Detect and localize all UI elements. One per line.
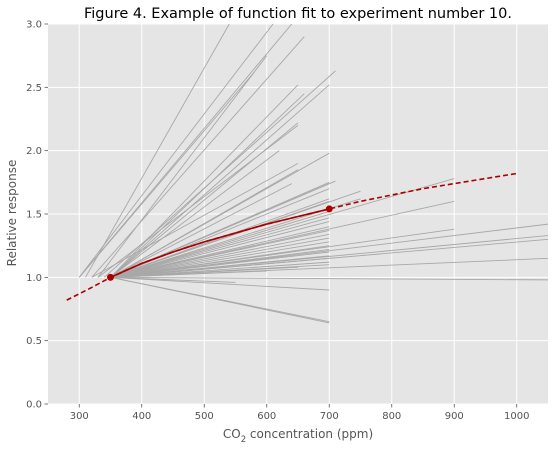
experiment-line [110, 228, 455, 278]
experiment-lines [78, 24, 548, 324]
experiment-line [110, 223, 548, 278]
experiment-line [110, 226, 330, 278]
experiment-line [110, 230, 330, 278]
experiment-line [78, 24, 274, 278]
experiment-line [110, 183, 292, 278]
experiment-line [110, 84, 299, 278]
experiment-line [110, 276, 236, 283]
x-axis-ticks: 300 400 500 600 700 800 900 1000 [70, 404, 529, 422]
experiment-line [110, 233, 330, 278]
experiment-line [110, 93, 305, 278]
experiment-line [78, 24, 293, 278]
experiment-line [110, 178, 455, 278]
experiment-line [91, 162, 299, 278]
x-tick-label: 700 [320, 411, 339, 422]
y-tick-label: 1.5 [26, 210, 42, 221]
x-axis-label: CO2 concentration (ppm) [223, 427, 373, 445]
experiment-line [97, 55, 268, 278]
experiment-line [110, 270, 267, 278]
y-tick-label: 0.5 [26, 336, 42, 347]
experiment-line [110, 237, 330, 278]
experiment-line [110, 276, 330, 291]
grid [48, 23, 548, 405]
experiment-line [91, 36, 305, 278]
chart-title: Figure 4. Example of function fit to exp… [84, 6, 512, 22]
fit-curve [66, 172, 517, 301]
fit-point [107, 273, 114, 281]
x-tick-label: 900 [445, 411, 464, 422]
y-tick-label: 2.5 [26, 83, 42, 94]
experiment-line [110, 217, 330, 278]
experiment-line [110, 276, 548, 281]
experiment-line [110, 241, 330, 278]
experiment-line [110, 169, 299, 278]
x-tick-label: 1000 [504, 411, 529, 422]
experiment-line [110, 238, 548, 278]
experiment-line [110, 235, 548, 278]
experiment-line [85, 24, 230, 278]
experiment-line [78, 71, 255, 278]
y-tick-label: 2.0 [26, 146, 42, 157]
experiment-line [110, 188, 330, 278]
y-tick-label: 0.0 [26, 400, 42, 411]
y-tick-label: 3.0 [26, 20, 42, 31]
experiment-line [110, 84, 330, 278]
x-tick-label: 500 [195, 411, 214, 422]
experiment-line [110, 211, 330, 278]
fit-point [325, 205, 333, 213]
y-tick-label: 1.0 [26, 273, 42, 284]
experiment-line [110, 150, 280, 278]
x-tick-label: 600 [257, 411, 276, 422]
experiment-line [110, 200, 330, 278]
y-axis-label: Relative response [5, 160, 19, 267]
x-tick-label: 400 [132, 411, 151, 422]
experiment-line [97, 124, 299, 278]
y-axis-ticks: 0.0 0.5 1.0 1.5 2.0 2.5 3.0 [26, 20, 48, 411]
x-tick-label: 800 [382, 411, 401, 422]
experiment-line [110, 276, 330, 324]
x-tick-label: 300 [70, 411, 89, 422]
fit-line [110, 208, 330, 279]
experiment-line [110, 221, 330, 278]
